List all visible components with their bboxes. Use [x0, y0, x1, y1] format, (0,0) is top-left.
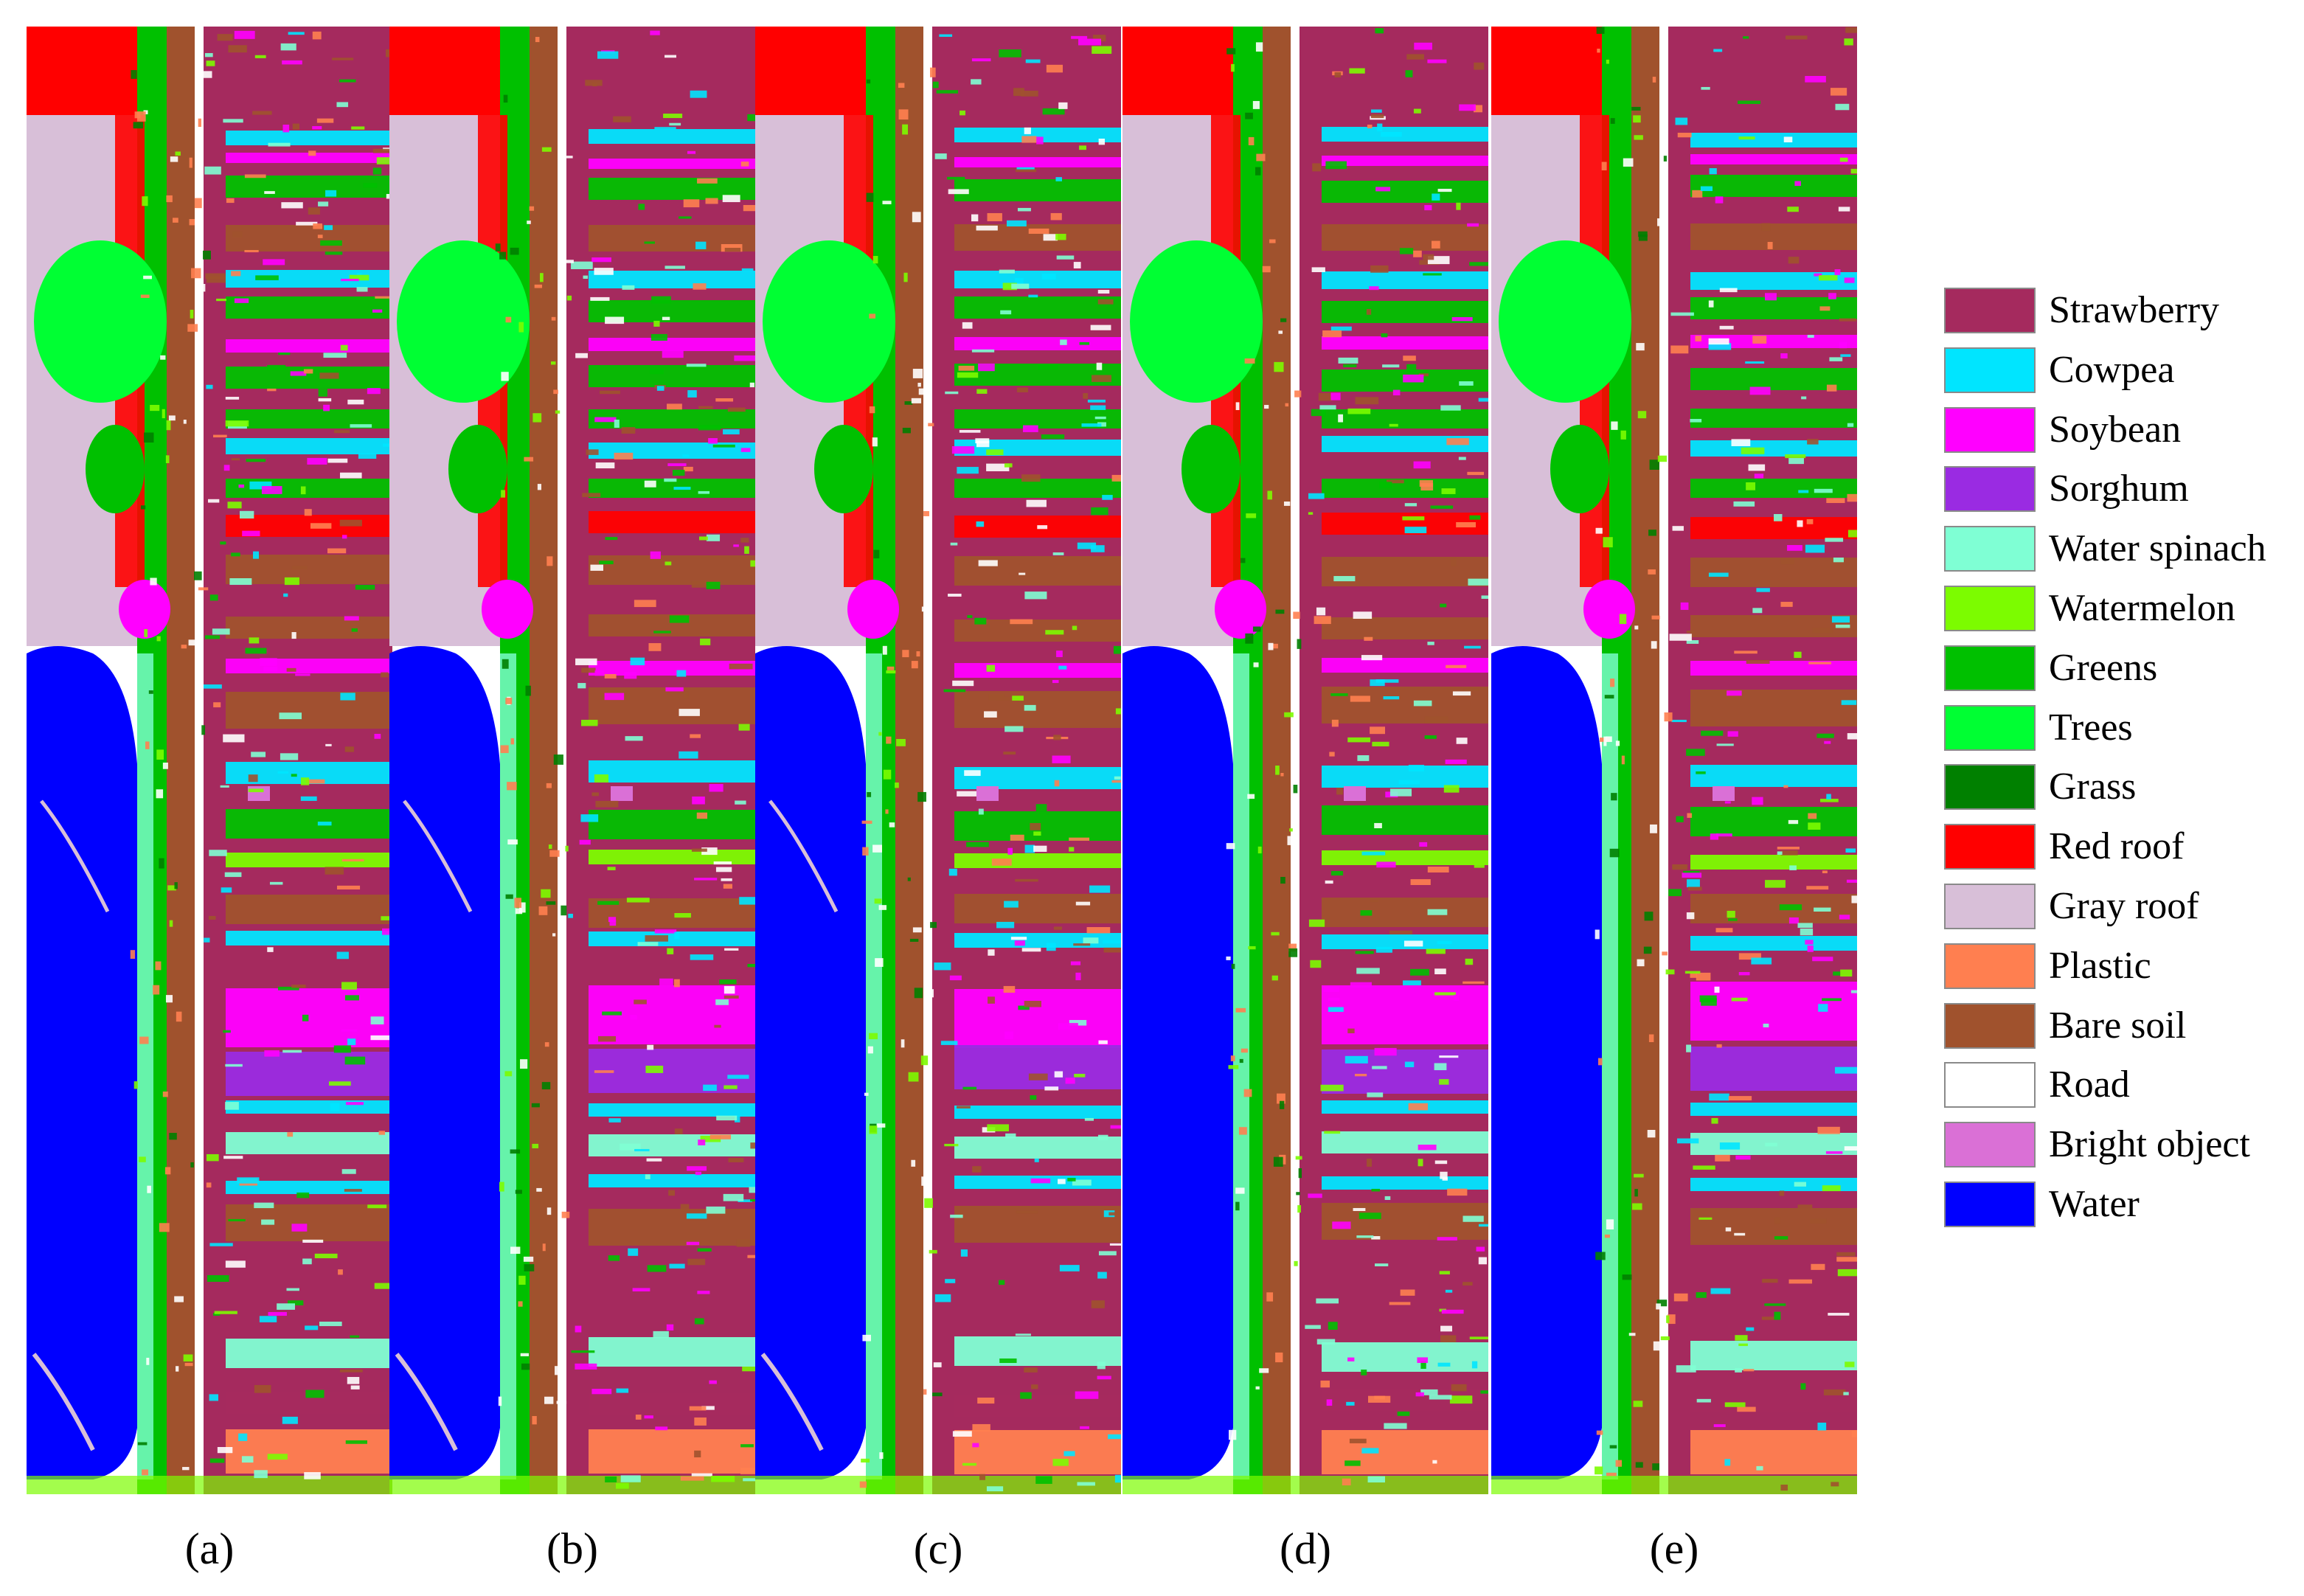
legend-label-greens: Greens: [2049, 646, 2158, 689]
legend-label-water-spinach: Water spinach: [2049, 527, 2266, 570]
legend-swatch-red-roof: [1944, 824, 2036, 870]
legend-item-trees: Trees: [1944, 701, 2298, 760]
legend-label-strawberry: Strawberry: [2049, 289, 2220, 331]
classification-map-d: [1122, 27, 1488, 1494]
legend-swatch-water: [1944, 1182, 2036, 1227]
legend-item-road: Road: [1944, 1058, 2298, 1117]
panel-label-e: (e): [1649, 1524, 1699, 1573]
legend-label-watermelon: Watermelon: [2049, 587, 2235, 629]
panel-label-b: (b): [546, 1524, 598, 1573]
legend-swatch-grass: [1944, 764, 2036, 811]
legend-item-plastic: Plastic: [1944, 939, 2298, 998]
panel-label-d: (d): [1280, 1524, 1331, 1573]
legend-label-plastic: Plastic: [2049, 944, 2151, 987]
legend-label-sorghum: Sorghum: [2049, 468, 2189, 510]
legend-item-red-roof: Red roof: [1944, 819, 2298, 878]
legend-swatch-gray-roof: [1944, 884, 2036, 929]
legend-label-trees: Trees: [2049, 706, 2133, 749]
panel-label-c: (c): [913, 1524, 963, 1573]
legend-swatch-plastic: [1944, 943, 2036, 989]
legend-label-grass: Grass: [2049, 766, 2137, 808]
legend-swatch-water-spinach: [1944, 526, 2036, 572]
legend-swatch-strawberry: [1944, 288, 2036, 333]
legend-swatch-cowpea: [1944, 347, 2036, 393]
legend-item-grass: Grass: [1944, 760, 2298, 819]
legend-swatch-bright-object: [1944, 1122, 2036, 1168]
legend-item-watermelon: Watermelon: [1944, 581, 2298, 640]
legend-item-greens: Greens: [1944, 641, 2298, 700]
legend-swatch-soybean: [1944, 406, 2036, 453]
classification-map-a: [27, 27, 392, 1494]
legend-item-sorghum: Sorghum: [1944, 462, 2298, 521]
classification-map-c: [755, 27, 1121, 1494]
classification-map-e: [1491, 27, 1857, 1494]
legend-label-water: Water: [2049, 1183, 2140, 1225]
legend-item-water-spinach: Water spinach: [1944, 521, 2298, 580]
legend-swatch-trees: [1944, 704, 2036, 751]
legend-label-soybean: Soybean: [2049, 408, 2182, 451]
legend-item-soybean: Soybean: [1944, 403, 2298, 462]
classification-map-b: [389, 27, 755, 1494]
legend-swatch-sorghum: [1944, 466, 2036, 513]
legend-label-gray-roof: Gray roof: [2049, 885, 2199, 927]
legend-item-bright-object: Bright object: [1944, 1117, 2298, 1176]
legend-label-bright-object: Bright object: [2049, 1123, 2250, 1166]
legend-label-bare-soil: Bare soil: [2049, 1004, 2187, 1047]
legend-item-water: Water: [1944, 1177, 2298, 1236]
legend-swatch-watermelon: [1944, 586, 2036, 631]
legend-label-red-roof: Red roof: [2049, 825, 2185, 868]
legend-item-gray-roof: Gray roof: [1944, 879, 2298, 938]
legend-swatch-road: [1944, 1062, 2036, 1108]
legend-item-cowpea: Cowpea: [1944, 343, 2298, 402]
legend-item-bare-soil: Bare soil: [1944, 999, 2298, 1058]
legend-swatch-bare-soil: [1944, 1002, 2036, 1049]
legend-label-road: Road: [2049, 1064, 2130, 1106]
legend-item-strawberry: Strawberry: [1944, 283, 2298, 342]
panel-label-a: (a): [184, 1524, 235, 1573]
legend-label-cowpea: Cowpea: [2049, 348, 2175, 391]
legend-swatch-greens: [1944, 645, 2036, 691]
